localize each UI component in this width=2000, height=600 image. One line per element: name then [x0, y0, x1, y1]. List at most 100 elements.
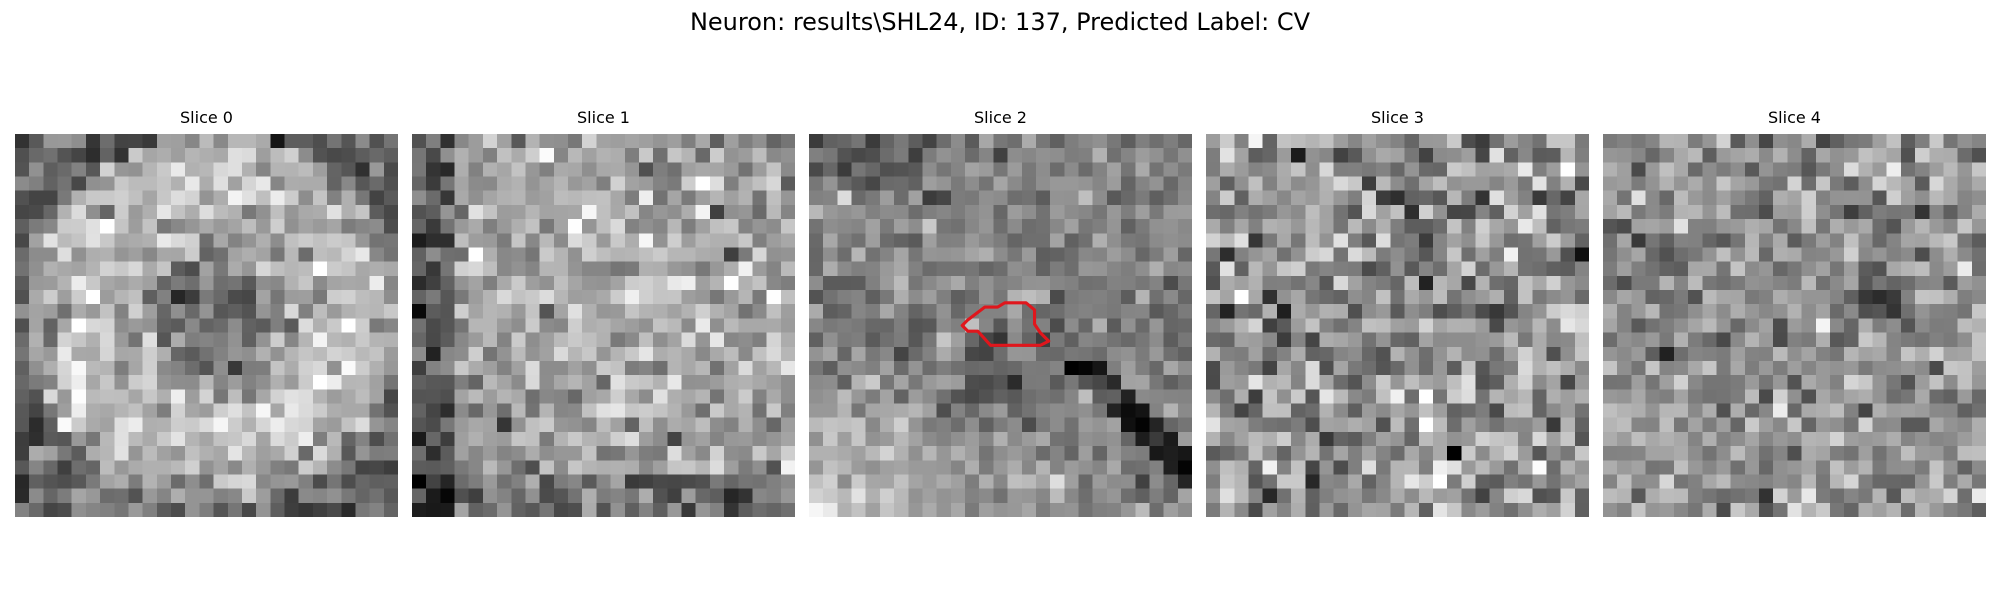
pixel [766, 502, 782, 517]
slice-panel-3: Slice 3 [1206, 108, 1589, 517]
pixel [1801, 219, 1817, 234]
pixel [1177, 304, 1192, 319]
slice-panel-4: Slice 4 [1603, 108, 1986, 517]
pixel [241, 134, 257, 149]
pixel [1461, 389, 1476, 404]
pixel [752, 375, 767, 390]
pixel [908, 290, 923, 305]
pixel [199, 460, 214, 475]
pixel [1716, 134, 1731, 149]
pixel [284, 502, 299, 517]
pixel [511, 403, 526, 418]
pixel [1461, 460, 1476, 475]
pixel [936, 346, 952, 362]
pixel [1092, 162, 1108, 177]
pixel [1688, 176, 1703, 192]
pixel [383, 375, 398, 390]
pixel [1489, 247, 1505, 262]
pixel [1971, 290, 1986, 305]
pixel [100, 275, 115, 291]
pixel [1858, 332, 1873, 348]
pixel [1858, 502, 1873, 517]
pixel [1560, 134, 1576, 149]
pixel [1135, 332, 1150, 348]
pixel [1702, 389, 1717, 404]
pixel [1475, 318, 1490, 333]
pixel [369, 176, 385, 192]
pixel [1702, 417, 1717, 433]
pixel [1759, 290, 1774, 305]
pixel [1163, 176, 1179, 192]
pixel [1021, 389, 1037, 404]
pixel [71, 346, 87, 362]
pixel [1291, 219, 1306, 234]
pixel [57, 389, 73, 404]
pixel [1900, 488, 1916, 504]
pixel [355, 290, 370, 305]
pixel [582, 389, 597, 404]
pixel [100, 148, 115, 163]
pixel [1362, 148, 1377, 163]
pixel [1603, 204, 1618, 220]
pixel [1248, 318, 1264, 333]
pixel [341, 304, 356, 319]
pixel [440, 346, 455, 362]
pixel [227, 332, 243, 348]
pixel [468, 417, 484, 433]
pixel [1447, 247, 1462, 262]
pixel [539, 304, 555, 319]
pixel [1645, 474, 1661, 489]
pixel [1773, 446, 1788, 461]
pixel [1915, 190, 1930, 206]
pixel [1673, 275, 1689, 291]
pixel [894, 446, 909, 461]
pixel [922, 403, 937, 418]
pixel [142, 403, 158, 418]
pixel [355, 233, 370, 248]
pixel [638, 488, 654, 504]
pixel [1546, 275, 1561, 291]
pixel [85, 360, 101, 376]
pixel [1744, 275, 1760, 291]
pixel [412, 162, 427, 177]
pixel [596, 304, 611, 319]
pixel [468, 261, 484, 277]
pixel [667, 417, 682, 433]
pixel [1546, 190, 1561, 206]
pixel [752, 431, 767, 447]
pixel [525, 403, 540, 418]
pixel [1532, 148, 1547, 163]
pixel [1560, 247, 1576, 262]
pixel [1532, 204, 1547, 220]
pixel [823, 134, 838, 149]
pixel [171, 488, 186, 504]
pixel [511, 204, 526, 220]
pixel [1347, 261, 1363, 277]
pixel [1333, 488, 1349, 504]
pixel [1489, 332, 1505, 348]
pixel [1121, 190, 1136, 206]
pixel [1730, 134, 1746, 149]
pixel [993, 190, 1008, 206]
pixel [412, 204, 427, 220]
pixel [383, 332, 398, 348]
pixel [894, 247, 909, 262]
pixel [1291, 233, 1306, 248]
pixel [369, 219, 385, 234]
pixel [865, 417, 881, 433]
pixel [809, 360, 824, 376]
pixel [1943, 318, 1958, 333]
pixel [241, 389, 257, 404]
pixel [851, 176, 867, 192]
pixel [1489, 474, 1505, 489]
pixel [965, 176, 980, 192]
pixel [610, 431, 626, 447]
pixel [185, 346, 200, 362]
pixel [1021, 431, 1037, 447]
pixel [327, 261, 342, 277]
pixel [993, 148, 1008, 163]
pixel [341, 417, 356, 433]
pixel [1815, 190, 1831, 206]
pixel [440, 176, 455, 192]
pixel [1376, 431, 1391, 447]
